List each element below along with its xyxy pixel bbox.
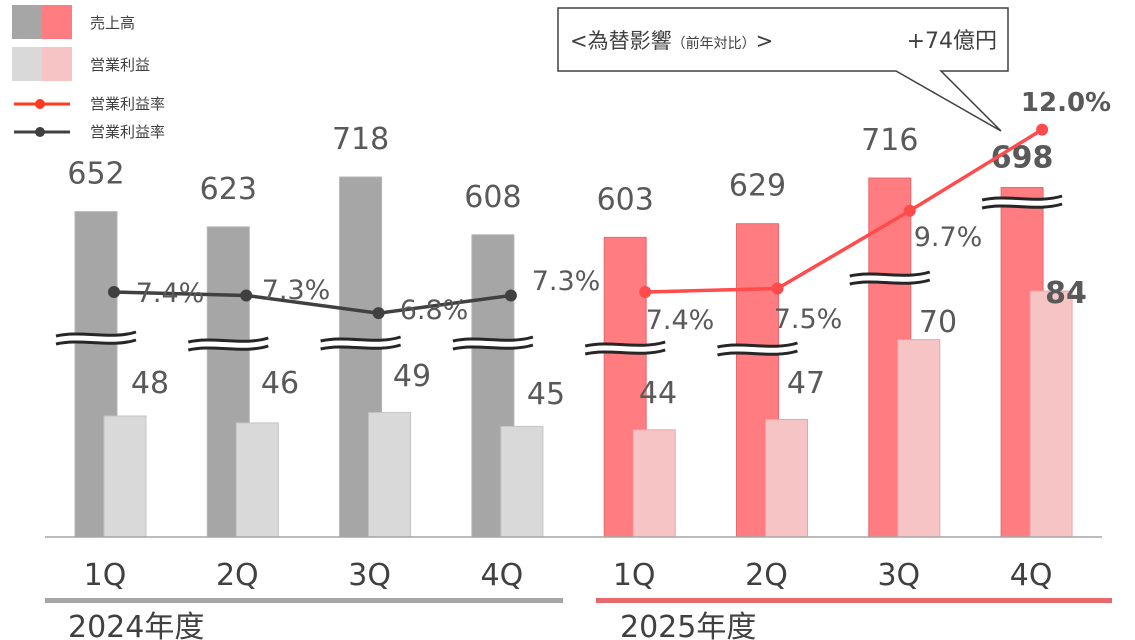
legend-label-margin-2025: 営業利益率: [90, 95, 165, 113]
legend-label-margin-2024: 営業利益率: [90, 123, 165, 141]
axis-break-mark: [187, 336, 269, 352]
sales-value-label: 623: [200, 172, 257, 207]
fiscal-year-bracket: [45, 598, 563, 603]
x-tick-label: 1Q: [84, 558, 127, 593]
margin-labels: 7.4% 7.3% 6.8% 7.3% 7.4% 7.5% 9.7% 12.0%: [136, 88, 1111, 336]
fiscal-year-label: 2025年度: [620, 610, 756, 640]
profit-value-label: 45: [527, 377, 565, 412]
profit-value-label: 70: [919, 305, 957, 340]
margin-line-2025: [645, 128, 1044, 294]
axis-break-mark: [55, 330, 137, 346]
profit-bar: [897, 339, 941, 538]
legend-swatch-profit-gray: [12, 47, 42, 81]
margin-point: [771, 282, 784, 295]
sales-value-label: 652: [67, 157, 124, 192]
fx-callout-value: +74億円: [907, 29, 997, 54]
profit-bar: [103, 415, 147, 538]
x-axis-labels: 1Q 2Q 3Q 4Q 1Q 2Q 3Q 4Q: [84, 558, 1053, 593]
axis-break-mark: [584, 340, 666, 356]
profit-bar: [765, 418, 808, 538]
bar-labels: 652 48 623 46 718 49 608 45 603 44 629 47 716 70 698 84: [67, 122, 1087, 412]
profit-bar: [632, 429, 676, 538]
axis-breaks: [55, 194, 1063, 357]
margin-value-label: 7.5%: [774, 304, 843, 335]
axis-break-mark: [981, 194, 1063, 210]
margin-point: [108, 286, 120, 298]
profit-value-label: 46: [261, 366, 299, 401]
margin-point: [504, 289, 517, 302]
fx-callout-box: [557, 7, 1009, 132]
profit-bar: [235, 422, 279, 538]
profit-value-label: 47: [787, 366, 825, 401]
axis-break-mark: [717, 341, 798, 357]
margin-value-label: 7.3%: [532, 266, 601, 297]
fx-callout-note: （前年対比）: [672, 35, 756, 52]
x-tick-label: 2Q: [216, 558, 259, 593]
fiscal-year-label: 2024年度: [68, 610, 204, 640]
legend-swatch-profit-red: [42, 47, 72, 81]
legend-marker-margin-dark: [35, 127, 45, 137]
profit-value-label: 48: [131, 366, 169, 401]
margin-value-label: 12.0%: [1021, 88, 1111, 118]
fx-callout-title-main: <為替影響: [570, 29, 672, 53]
legend: 売上高 営業利益 営業利益率 営業利益率: [12, 5, 165, 141]
sales-value-label: 698: [991, 141, 1054, 176]
margin-point: [372, 307, 385, 320]
fiscal-year-groups: 2024年度 2025年度: [45, 598, 1112, 640]
sales-value-label: 608: [464, 180, 521, 215]
margin-lines: [108, 123, 1049, 320]
legend-label-sales: 売上高: [90, 14, 135, 32]
axis-break-mark: [849, 270, 931, 286]
bars: [74, 176, 1073, 538]
legend-marker-margin-red: [35, 99, 45, 109]
sales-value-label: 716: [861, 123, 918, 158]
margin-point: [639, 286, 652, 298]
profit-bar: [368, 412, 412, 538]
sales-value-label: 629: [729, 169, 786, 204]
fiscal-year-bracket: [596, 598, 1112, 603]
profit-bar: [500, 425, 544, 538]
axis-break-mark: [320, 335, 402, 351]
sales-value-label: 718: [332, 122, 389, 157]
margin-value-label: 7.4%: [646, 305, 715, 336]
profit-value-label: 84: [1045, 276, 1087, 311]
x-tick-label: 4Q: [481, 558, 524, 593]
profit-value-label: 44: [639, 376, 677, 411]
x-tick-label: 2Q: [745, 558, 788, 593]
profit-bar: [1029, 290, 1073, 538]
axis-break-mark: [452, 335, 534, 351]
x-tick-label: 1Q: [613, 558, 656, 593]
margin-value-label: 7.4%: [136, 278, 205, 309]
margin-value-label: 9.7%: [914, 222, 983, 253]
margin-point: [240, 289, 253, 302]
sales-value-label: 603: [597, 182, 654, 217]
margin-value-label: 6.8%: [400, 295, 469, 326]
margin-line-2024: [113, 290, 512, 315]
fx-callout-close: >: [756, 29, 774, 53]
legend-swatch-sales-red: [42, 5, 72, 39]
profit-value-label: 49: [393, 359, 431, 394]
x-tick-label: 3Q: [348, 558, 391, 593]
fx-callout-title: <為替影響（前年対比）>: [570, 29, 773, 53]
legend-swatch-sales-gray: [12, 5, 42, 39]
x-tick-label: 3Q: [877, 558, 920, 593]
fx-callout: <為替影響（前年対比）> +74億円: [557, 7, 1009, 132]
margin-value-label: 7.3%: [262, 275, 331, 306]
margin-point: [1036, 123, 1049, 136]
margin-point: [903, 204, 916, 217]
x-tick-label: 4Q: [1010, 558, 1053, 593]
legend-label-profit: 営業利益: [90, 56, 150, 74]
